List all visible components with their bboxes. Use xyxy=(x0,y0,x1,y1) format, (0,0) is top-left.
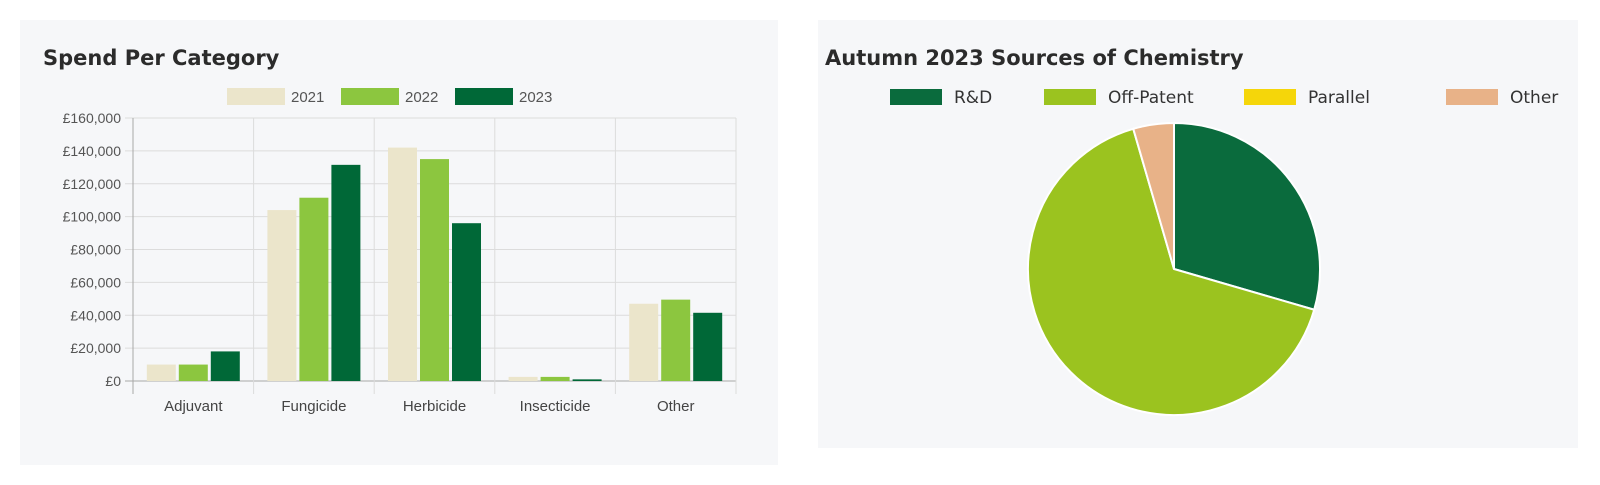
bar-fungicide-2022 xyxy=(299,197,329,381)
y-tick-label: £40,000 xyxy=(70,307,121,323)
bar-insecticide-2023 xyxy=(572,379,602,381)
legend-swatch-2022 xyxy=(341,88,399,105)
y-tick-label: £120,000 xyxy=(63,176,122,192)
legend-swatch-other xyxy=(1446,89,1498,105)
bar-fungicide-2021 xyxy=(267,210,297,381)
y-tick-label: £20,000 xyxy=(70,340,121,356)
legend-label-off-patent: Off-Patent xyxy=(1108,88,1194,108)
pie-chart: R&D Off-Patent Parallel Other xyxy=(890,88,1558,416)
y-tick-label: £160,000 xyxy=(63,110,122,126)
bar-insecticide-2021 xyxy=(508,376,538,381)
bar-herbicide-2021 xyxy=(388,147,417,381)
bar-adjuvant-2022 xyxy=(178,364,208,381)
pie-slice-r-d xyxy=(1173,121,1321,311)
legend-label-parallel: Parallel xyxy=(1308,88,1370,108)
bar-adjuvant-2023 xyxy=(210,351,240,381)
bar-adjuvant-2021 xyxy=(146,364,176,381)
x-tick-label: Insecticide xyxy=(520,398,591,415)
bar-herbicide-2022 xyxy=(420,159,449,381)
x-tick-label: Fungicide xyxy=(281,398,346,415)
x-tick-label: Adjuvant xyxy=(164,398,223,415)
bar-other-2023 xyxy=(693,312,723,381)
legend-swatch-off-patent xyxy=(1044,89,1096,105)
legend-swatch-r-d xyxy=(890,89,942,105)
spend-per-category-card: Spend Per Category £0 £20,000 £40,000 £60,0… xyxy=(20,20,778,465)
pie-chart-title: Autumn 2023 Sources of Chemistry xyxy=(825,46,1244,70)
bar-herbicide-2023 xyxy=(452,223,481,381)
legend-swatch-2021 xyxy=(227,88,285,105)
bar-other-2021 xyxy=(629,303,659,381)
y-tick-label: £100,000 xyxy=(63,209,122,225)
legend-label-2022: 2022 xyxy=(405,89,438,106)
y-tick-label: £0 xyxy=(105,373,121,389)
x-tick-label: Herbicide xyxy=(403,398,466,415)
y-tick-label: £140,000 xyxy=(63,143,122,159)
x-tick-label: Other xyxy=(657,398,695,415)
legend-label-2021: 2021 xyxy=(291,89,324,106)
bar-insecticide-2022 xyxy=(540,376,570,381)
pie-slice-off-patent xyxy=(1027,127,1316,416)
bar-fungicide-2023 xyxy=(331,164,361,381)
legend-swatch-parallel xyxy=(1244,89,1296,105)
bar-other-2022 xyxy=(661,299,691,381)
y-tick-label: £80,000 xyxy=(70,242,121,258)
pie-legend: R&D Off-Patent Parallel Other xyxy=(890,88,1558,108)
legend-swatch-2023 xyxy=(455,88,513,105)
legend-label-r-d: R&D xyxy=(954,88,992,108)
y-tick-label: £60,000 xyxy=(70,274,121,290)
bar-chart: £0 £20,000 £40,000 £60,000 £80,000 £100,000 £1… xyxy=(63,88,737,415)
sources-of-chemistry-card: Autumn 2023 Sources of Chemistry R&D Off-… xyxy=(818,20,1578,448)
legend-label-2023: 2023 xyxy=(519,89,552,106)
pie-slice-other xyxy=(1132,121,1175,270)
legend-label-other: Other xyxy=(1510,88,1558,108)
bar-chart-title: Spend Per Category xyxy=(43,46,280,70)
